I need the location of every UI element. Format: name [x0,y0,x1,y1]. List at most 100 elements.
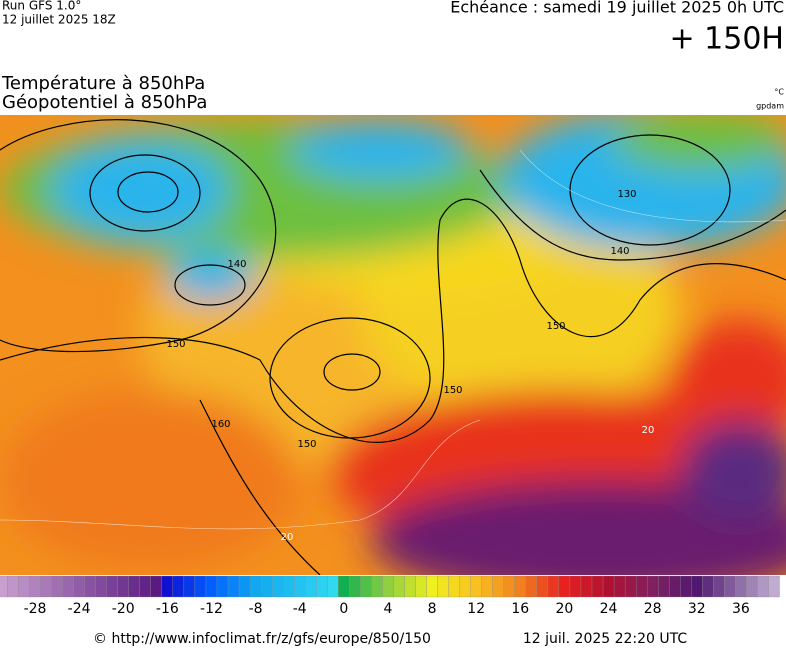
scale-swatch [260,575,273,598]
scale-swatch [492,575,504,598]
scale-swatch [514,575,526,598]
contour-label: 130 [617,189,636,200]
scale-swatch [382,575,394,598]
scale-tick-label: 36 [732,601,750,617]
scale-swatch [658,575,670,598]
scale-swatch [746,575,758,598]
scale-swatch [470,575,482,598]
scale-swatch [271,575,284,598]
scale-swatch [183,575,196,598]
scale-tick-label: -16 [156,601,179,617]
contour-labels: 150 140 150 160 20 150 130 140 150 20 [166,189,654,543]
scale-swatch [602,575,615,598]
scale-swatch [426,575,438,598]
scale-tick-label: -4 [293,601,307,617]
run-date: 12 juillet 2025 18Z [2,13,116,27]
lead-time: + 150H [670,22,785,57]
scale-swatch [150,575,162,598]
contour-label: 150 [443,385,462,396]
scale-swatch [580,575,593,598]
scale-swatch [702,575,714,598]
scale-tick-label: 4 [383,601,392,617]
scale-swatch [161,575,174,598]
scale-swatch [735,575,747,598]
scale-tick-label: -24 [68,601,91,617]
scale-swatch [459,575,471,598]
unit-geo: gpdam [756,102,784,111]
contour-label: 150 [166,339,185,350]
echeance: Echéance : samedi 19 juillet 2025 0h UTC [450,0,784,17]
scale-swatch [680,575,692,598]
scale-swatch [305,575,317,598]
title-temp: Température à 850hPa [1,73,205,94]
title-geo: Géopotentiel à 850hPa [2,92,207,113]
footer-url: © http://www.infoclimat.fr/z/gfs/europe/… [93,631,431,647]
scale-swatch [768,575,780,598]
contour-label: 20 [281,532,294,543]
scale-tick-label: 12 [467,601,485,617]
scale-swatch [360,575,372,598]
scale-swatch [194,575,207,598]
scale-tick-label: 24 [600,601,618,617]
scale-swatch [558,575,571,598]
scale-tick-label: 8 [428,601,437,617]
scale-swatch [0,575,8,598]
scale-swatch [547,575,560,598]
scale-tick-label: 16 [511,601,529,617]
run-label: Run GFS 1.0° [2,0,81,13]
scale-swatch [624,575,637,598]
scale-swatch [117,575,129,598]
scale-swatch [283,575,295,598]
scale-swatch [338,575,350,598]
contour-label: 140 [227,259,246,270]
scale-swatch [139,575,151,598]
scale-swatch [448,575,460,598]
scale-swatch [393,575,405,598]
scale-swatch [404,575,416,598]
unit-temp: °C [774,88,784,97]
contour-label: 150 [297,439,316,450]
contour-label: 160 [211,419,230,430]
scale-swatch [691,575,703,598]
scale-swatch [106,575,118,598]
color-scale: -28 -24 -20 -16 -12 -8 -4 0 4 8 12 16 20 24 28 32 36 [0,575,780,617]
scale-swatch [84,575,96,598]
scale-tick-label: 0 [339,601,348,617]
scale-swatch [669,575,681,598]
scale-swatch [415,575,427,598]
scale-swatch [327,575,339,598]
scale-swatch [29,575,41,598]
scale-swatch [525,575,538,598]
scale-tick-label: -12 [200,601,223,617]
scale-tick-label: -28 [24,601,47,617]
scale-swatch [481,575,493,598]
contour-label: 140 [610,246,629,257]
scale-swatch [249,575,262,598]
scale-tick-label: -8 [249,601,263,617]
scale-swatch [238,575,251,598]
scale-swatch [40,575,52,598]
scale-swatch [635,575,648,598]
map [0,115,786,575]
scale-swatch [316,575,328,598]
scale-tick-label: -20 [112,601,135,617]
scale-swatch [713,575,725,598]
scale-tick-label: 32 [688,601,706,617]
scale-swatch [128,575,140,598]
footer-timestamp: 12 juil. 2025 22:20 UTC [523,631,688,647]
scale-swatch [62,575,74,598]
scale-swatch [591,575,604,598]
scale-swatch [95,575,107,598]
scale-swatch [503,575,515,598]
scale-swatch [757,575,769,598]
contour-label: 150 [546,321,565,332]
scale-swatch [294,575,306,598]
scale-swatch [536,575,549,598]
scale-swatch [724,575,736,598]
scale-swatch [7,575,19,598]
scale-swatch [18,575,30,598]
scale-swatch [172,575,185,598]
scale-swatch [73,575,85,598]
